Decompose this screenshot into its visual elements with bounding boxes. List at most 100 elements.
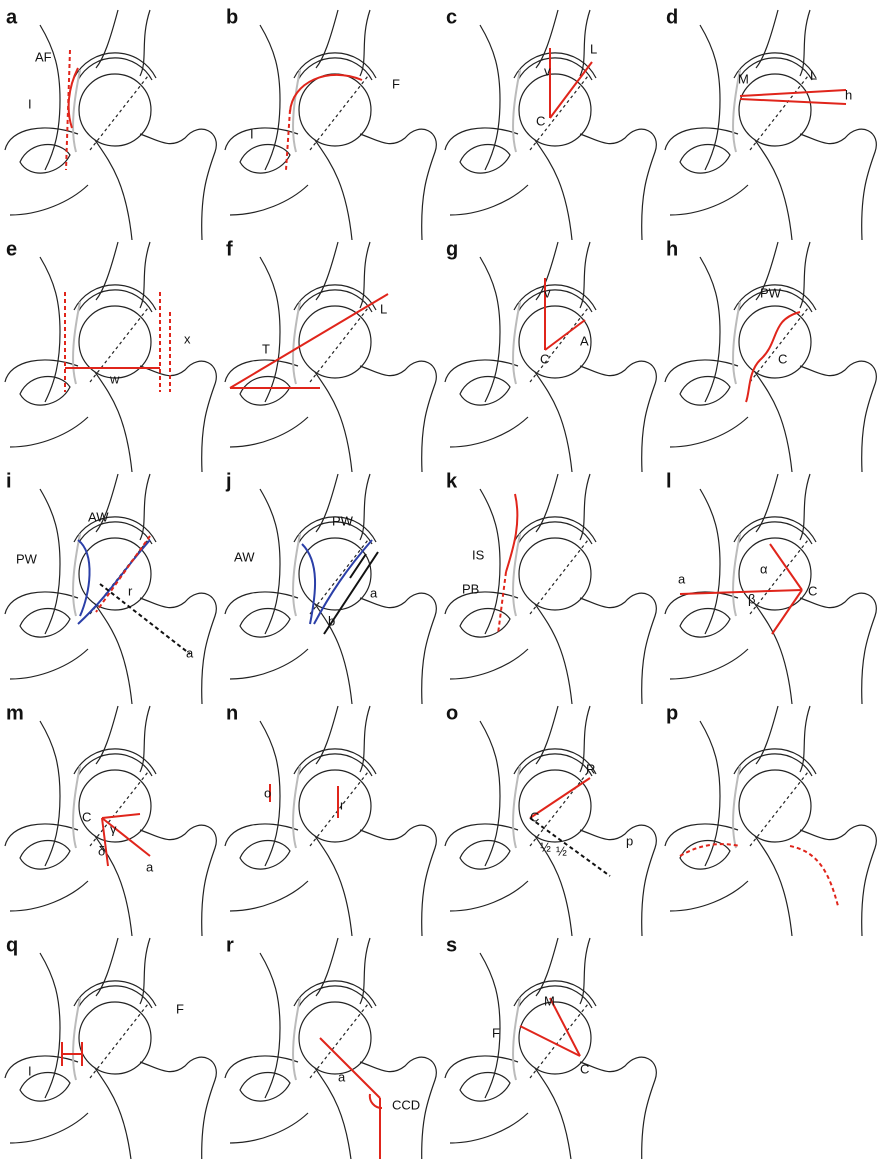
panel: bIF <box>225 6 436 240</box>
label: x <box>184 331 191 346</box>
annotation-line <box>746 312 800 402</box>
label: PW <box>760 285 782 300</box>
panel-letter: h <box>666 238 678 260</box>
panel: fTL <box>225 238 436 472</box>
label: ½ <box>556 843 567 858</box>
label: a <box>338 1069 346 1084</box>
label: a <box>186 645 194 660</box>
label: C <box>82 809 91 824</box>
panel-letter: q <box>6 934 18 956</box>
annotation-line <box>290 75 362 112</box>
annotation-line <box>770 544 802 590</box>
panel: h PW C <box>665 238 876 472</box>
annotation-line <box>62 1042 82 1066</box>
annotation-line <box>520 1026 580 1056</box>
hip-outline <box>225 242 436 472</box>
label: a <box>146 859 154 874</box>
annotation-line <box>102 814 140 818</box>
label: C <box>778 351 787 366</box>
panel-letter: b <box>226 6 238 28</box>
label: L <box>810 67 817 82</box>
hip-outline <box>445 242 656 472</box>
panel-letter: c <box>446 6 457 28</box>
label: M <box>738 71 749 86</box>
label: b <box>328 613 335 628</box>
annotation-line <box>286 110 290 170</box>
panel-letter: j <box>225 470 232 492</box>
label: a <box>678 571 686 586</box>
label: β <box>748 591 755 606</box>
label: α <box>760 561 768 576</box>
hip-outline <box>5 938 216 1159</box>
label: h <box>845 87 852 102</box>
label: δ <box>98 843 105 858</box>
label: T <box>262 341 270 356</box>
annotation-line <box>545 320 585 350</box>
panel-letter: s <box>446 934 457 956</box>
panel-letter: g <box>446 238 458 260</box>
label: R <box>586 761 595 776</box>
hip-outline <box>445 938 656 1159</box>
label: A <box>580 333 589 348</box>
label: r <box>340 797 345 812</box>
annotation-line <box>772 590 802 634</box>
hip-outline <box>665 10 876 240</box>
panel-letter: d <box>666 6 678 28</box>
label: PB <box>462 581 479 596</box>
hip-outline <box>5 242 216 472</box>
panel-letter: m <box>6 702 24 724</box>
panel: n o r <box>225 702 436 936</box>
hip-outline <box>225 10 436 240</box>
label: C <box>540 351 549 366</box>
label: M <box>544 993 555 1008</box>
label: v <box>544 285 551 300</box>
annotation-line <box>102 818 108 866</box>
label: L <box>380 301 387 316</box>
panel: l a αβ C <box>665 470 876 704</box>
label: r <box>128 583 133 598</box>
figure: aAFIbIFcvLCdMLhexwfTLgvAChPWCiAWPWrajPWA… <box>0 0 879 1159</box>
panel-letter: a <box>6 6 18 28</box>
label: AF <box>35 49 52 64</box>
panel-letter: k <box>446 470 458 492</box>
label: C <box>808 583 817 598</box>
label: PW <box>332 513 354 528</box>
label: C <box>580 1061 589 1076</box>
annotation-line <box>550 62 592 118</box>
hip-outline <box>665 706 876 936</box>
label: CCD <box>392 1097 420 1112</box>
label: o <box>264 785 271 800</box>
label: C <box>536 113 545 128</box>
label: AW <box>234 549 255 564</box>
hip-outline <box>665 474 876 704</box>
panel-letter: e <box>6 238 17 260</box>
label: I <box>28 1063 32 1078</box>
annotation-line <box>740 90 846 96</box>
panel-letter: r <box>226 934 234 956</box>
panel-letter: l <box>666 470 672 492</box>
label: C <box>530 809 539 824</box>
label: w <box>109 371 120 386</box>
hip-outline <box>225 706 436 936</box>
annotation-line <box>740 99 846 104</box>
label: L <box>590 41 597 56</box>
panel: d M Lh <box>665 6 876 240</box>
label: a <box>370 585 378 600</box>
panel-letter: i <box>6 470 12 492</box>
label: p <box>626 833 633 848</box>
panel: qIF <box>5 934 216 1159</box>
panel-letter: n <box>226 702 238 724</box>
hip-outline <box>445 10 656 240</box>
annotation-line <box>230 294 388 388</box>
panel: p <box>665 702 876 936</box>
hip-outline <box>665 242 876 472</box>
label: AW <box>88 509 109 524</box>
panel-letter: p <box>666 702 678 724</box>
label: I <box>250 126 254 141</box>
